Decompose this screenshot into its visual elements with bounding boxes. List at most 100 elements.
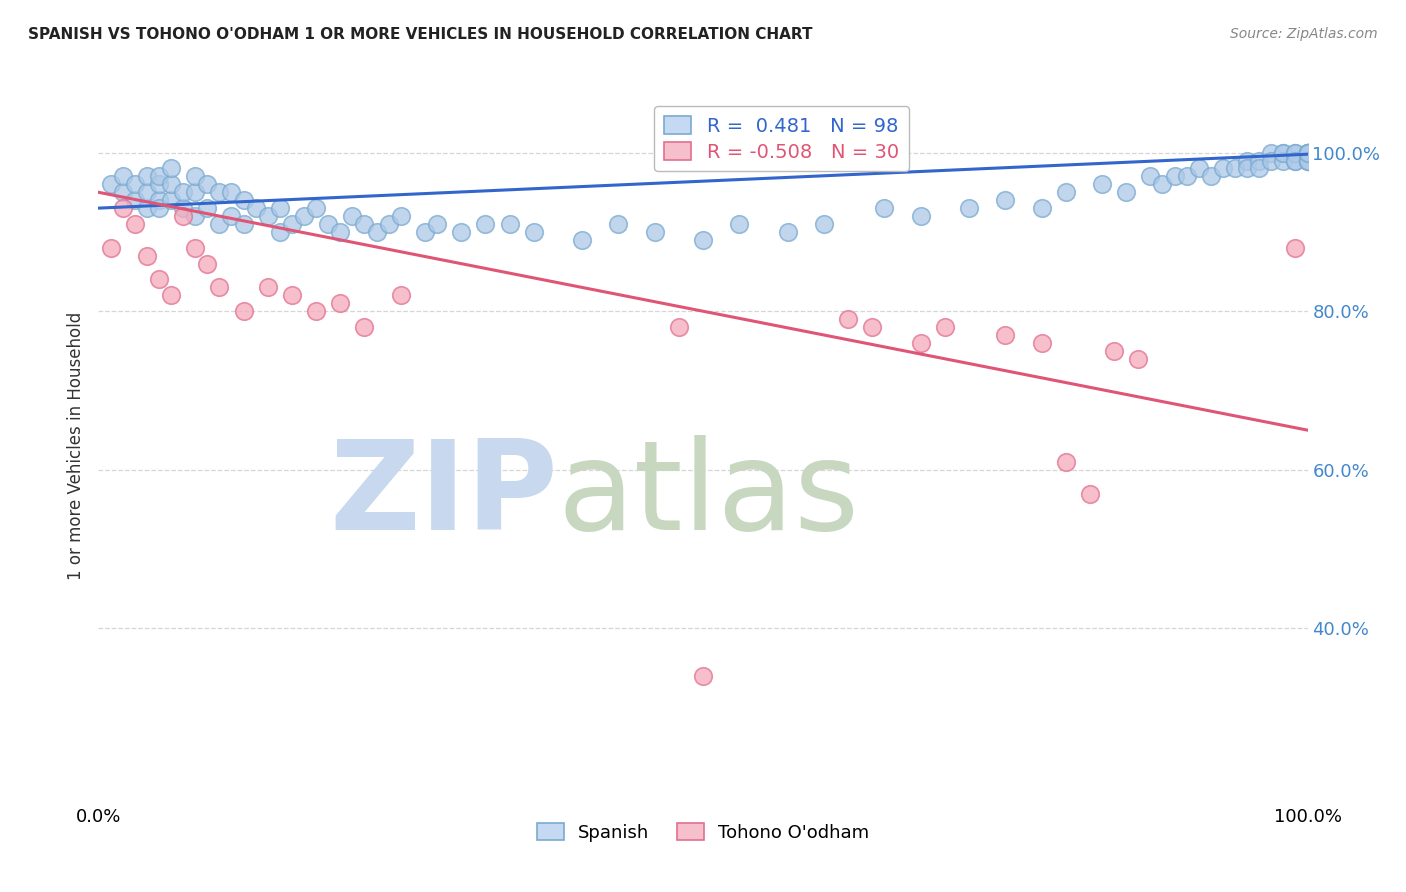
Point xyxy=(292,209,315,223)
Point xyxy=(329,296,352,310)
Point xyxy=(160,193,183,207)
Point xyxy=(1188,161,1211,176)
Point xyxy=(281,288,304,302)
Point xyxy=(172,209,194,223)
Point xyxy=(426,217,449,231)
Point xyxy=(813,217,835,231)
Point xyxy=(1296,145,1319,160)
Point xyxy=(474,217,496,231)
Point xyxy=(329,225,352,239)
Point xyxy=(1175,169,1198,184)
Point xyxy=(1296,145,1319,160)
Legend: Spanish, Tohono O'odham: Spanish, Tohono O'odham xyxy=(527,814,879,851)
Point xyxy=(1296,153,1319,168)
Point xyxy=(269,225,291,239)
Text: Source: ZipAtlas.com: Source: ZipAtlas.com xyxy=(1230,27,1378,41)
Point xyxy=(135,201,157,215)
Point xyxy=(1272,145,1295,160)
Point xyxy=(184,186,207,200)
Point xyxy=(776,225,799,239)
Point xyxy=(1031,201,1053,215)
Point xyxy=(1054,186,1077,200)
Point xyxy=(389,288,412,302)
Point xyxy=(160,288,183,302)
Point xyxy=(135,249,157,263)
Point xyxy=(1296,153,1319,168)
Point xyxy=(837,312,859,326)
Point xyxy=(1296,145,1319,160)
Point xyxy=(124,217,146,231)
Point xyxy=(111,186,134,200)
Point xyxy=(342,209,364,223)
Point xyxy=(160,178,183,192)
Point xyxy=(860,320,883,334)
Point xyxy=(1212,161,1234,176)
Point xyxy=(208,186,231,200)
Point xyxy=(1296,145,1319,160)
Point xyxy=(124,178,146,192)
Point xyxy=(644,225,666,239)
Point xyxy=(195,257,218,271)
Point xyxy=(353,320,375,334)
Point xyxy=(1139,169,1161,184)
Text: atlas: atlas xyxy=(558,435,860,557)
Point xyxy=(1296,145,1319,160)
Point xyxy=(316,217,339,231)
Point xyxy=(498,217,520,231)
Point xyxy=(1236,153,1258,168)
Point xyxy=(281,217,304,231)
Point xyxy=(450,225,472,239)
Point xyxy=(1296,145,1319,160)
Point xyxy=(124,193,146,207)
Point xyxy=(934,320,956,334)
Point xyxy=(353,217,375,231)
Point xyxy=(1296,145,1319,160)
Point xyxy=(1296,145,1319,160)
Point xyxy=(305,201,328,215)
Point xyxy=(1223,161,1246,176)
Point xyxy=(172,201,194,215)
Point xyxy=(245,201,267,215)
Point xyxy=(148,272,170,286)
Point xyxy=(1284,153,1306,168)
Point xyxy=(1152,178,1174,192)
Point xyxy=(135,186,157,200)
Point xyxy=(172,186,194,200)
Point xyxy=(148,201,170,215)
Point xyxy=(1284,241,1306,255)
Point xyxy=(1115,186,1137,200)
Point xyxy=(148,169,170,184)
Point xyxy=(184,169,207,184)
Point xyxy=(1102,343,1125,358)
Point xyxy=(1260,153,1282,168)
Point xyxy=(184,241,207,255)
Point xyxy=(100,178,122,192)
Point xyxy=(413,225,436,239)
Point xyxy=(305,304,328,318)
Point xyxy=(232,304,254,318)
Point xyxy=(1284,145,1306,160)
Point xyxy=(1078,486,1101,500)
Point xyxy=(232,217,254,231)
Point xyxy=(100,241,122,255)
Point xyxy=(111,201,134,215)
Point xyxy=(135,169,157,184)
Point xyxy=(1249,153,1271,168)
Point xyxy=(389,209,412,223)
Point xyxy=(692,233,714,247)
Point xyxy=(1054,455,1077,469)
Point xyxy=(1091,178,1114,192)
Point xyxy=(523,225,546,239)
Point xyxy=(221,186,243,200)
Point xyxy=(1296,145,1319,160)
Point xyxy=(1284,153,1306,168)
Point xyxy=(1031,335,1053,350)
Y-axis label: 1 or more Vehicles in Household: 1 or more Vehicles in Household xyxy=(66,312,84,580)
Point xyxy=(692,669,714,683)
Point xyxy=(1236,161,1258,176)
Point xyxy=(607,217,630,231)
Point xyxy=(1163,169,1185,184)
Text: ZIP: ZIP xyxy=(329,435,558,557)
Point xyxy=(1128,351,1150,366)
Point xyxy=(195,178,218,192)
